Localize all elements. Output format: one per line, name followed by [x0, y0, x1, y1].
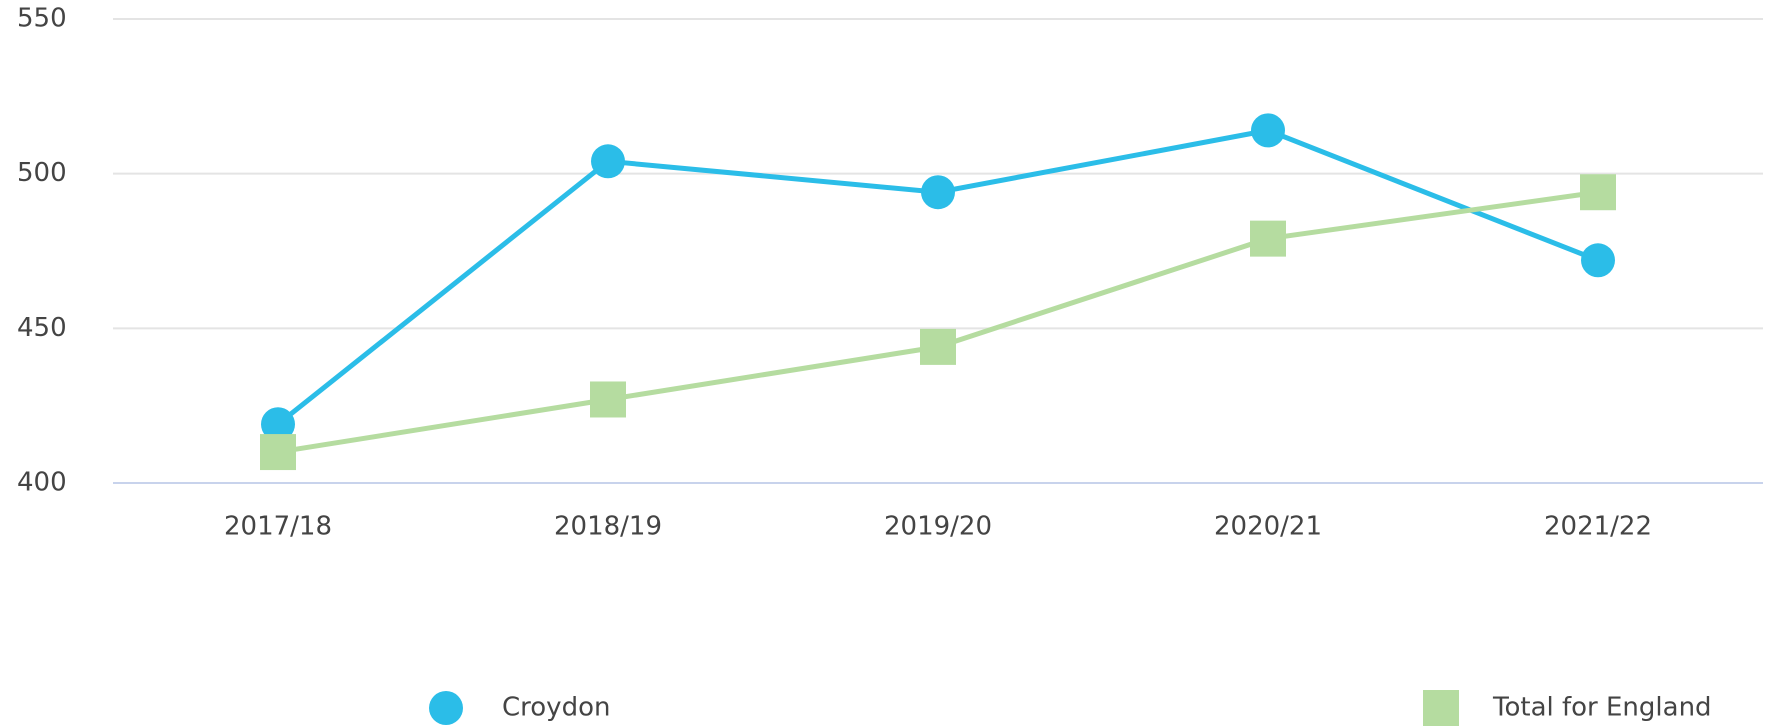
- data-point: [260, 434, 296, 471]
- data-point: [590, 381, 626, 418]
- data-point: [261, 407, 295, 442]
- data-point: [920, 328, 956, 365]
- x-tick-label: 2017/18: [224, 512, 332, 542]
- data-point: [591, 144, 625, 179]
- y-tick-label: 550: [17, 4, 67, 34]
- legend-marker: [429, 691, 463, 725]
- x-tick-label: 2018/19: [554, 512, 662, 542]
- x-tick-label: 2019/20: [884, 512, 992, 542]
- data-point: [921, 175, 955, 210]
- data-point: [1250, 220, 1286, 257]
- legend-label: Croydon: [502, 693, 610, 723]
- legend-marker: [1423, 690, 1459, 726]
- data-point: [1251, 113, 1285, 148]
- y-tick-label: 400: [17, 468, 67, 498]
- data-point: [1581, 243, 1615, 278]
- x-tick-label: 2020/21: [1214, 512, 1322, 542]
- data-point: [1580, 174, 1616, 211]
- y-tick-label: 500: [17, 158, 67, 188]
- x-tick-label: 2021/22: [1544, 512, 1652, 542]
- legend-label: Total for England: [1492, 693, 1712, 723]
- y-tick-label: 450: [17, 313, 67, 343]
- series-line: [277, 189, 1599, 455]
